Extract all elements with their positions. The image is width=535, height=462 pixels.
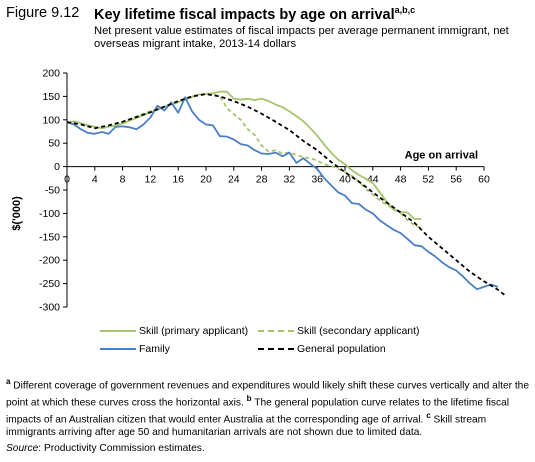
- y-tick-label: -200: [39, 255, 60, 267]
- x-tick-label: 12: [145, 174, 157, 186]
- x-tick-label: 20: [200, 174, 212, 186]
- x-tick-label: 60: [478, 174, 490, 186]
- x-tick-label: 56: [450, 174, 462, 186]
- note-a-marker: a: [6, 377, 11, 386]
- y-axis-title: $('000): [11, 196, 23, 231]
- series-line-skill-secondary-applicant: [66, 92, 422, 230]
- notes-paragraph: a Different coverage of government reven…: [6, 376, 530, 439]
- y-tick-label: -50: [45, 185, 60, 197]
- figure-title-text: Key lifetime fiscal impacts by age on ar…: [94, 6, 395, 23]
- legend-item-skill-primary: Skill (primary applicant): [100, 325, 248, 337]
- x-tick-label: 24: [228, 174, 240, 186]
- figure-notes: a Different coverage of government reven…: [6, 376, 530, 456]
- y-tick-label: -150: [39, 231, 60, 243]
- y-tick-label: 0: [54, 161, 60, 173]
- series-line-skill-primary-applicant: [66, 90, 422, 220]
- legend-swatch-skill-primary: [100, 330, 136, 332]
- figure-title: Key lifetime fiscal impacts by age on ar…: [94, 5, 415, 23]
- series-line-general-population: [66, 93, 506, 297]
- x-tick-label: 0: [64, 174, 70, 186]
- legend-swatch-family: [100, 348, 136, 350]
- y-tick-label: -300: [39, 302, 60, 314]
- y-tick-label: 50: [48, 138, 60, 150]
- x-tick-label: 8: [120, 174, 126, 186]
- source-line: Source: Productivity Commission estimate…: [6, 443, 530, 456]
- x-tick-label: 36: [311, 174, 323, 186]
- x-tick-label: 44: [367, 174, 379, 186]
- x-axis-title: Age on arrival: [405, 150, 478, 162]
- note-a-text: Different coverage of government revenue…: [6, 380, 529, 409]
- figure-title-notes: a,b,c: [394, 5, 416, 15]
- figure-number: Figure 9.12: [6, 5, 80, 21]
- note-c-text: Skill stream immigrants arriving after a…: [6, 414, 487, 438]
- x-tick-label: 28: [256, 174, 268, 186]
- note-b-marker: b: [246, 393, 252, 403]
- x-tick-label: 40: [339, 174, 351, 186]
- y-tick-label: 150: [42, 91, 60, 103]
- figure-subtitle: Net present value estimates of fiscal im…: [94, 25, 509, 50]
- source-text: : Productivity Commission estimates.: [38, 443, 205, 455]
- legend-item-family: Family: [100, 343, 170, 355]
- y-tick-label: 100: [42, 114, 60, 126]
- source-label: Source: [6, 443, 39, 455]
- series-line-family: [66, 96, 499, 291]
- legend-swatch-general-population: [258, 348, 294, 350]
- legend-swatch-skill-secondary: [258, 330, 294, 332]
- y-tick-label: 200: [42, 68, 60, 80]
- y-tick-label: -250: [39, 278, 60, 290]
- x-tick-label: 32: [284, 174, 296, 186]
- legend-item-skill-secondary: Skill (secondary applicant): [258, 325, 420, 337]
- legend-label-family: Family: [139, 343, 170, 355]
- x-tick-label: 16: [172, 174, 184, 186]
- legend-label-skill-primary: Skill (primary applicant): [139, 325, 249, 337]
- x-tick-label: 48: [395, 174, 407, 186]
- legend-label-general-population: General population: [297, 343, 386, 355]
- x-tick-label: 52: [423, 174, 435, 186]
- y-tick-label: -100: [39, 208, 60, 220]
- note-b-text: The general population curve relates to …: [6, 397, 510, 426]
- note-c-marker: c: [426, 410, 431, 420]
- legend-item-general-population: General population: [258, 343, 386, 355]
- x-tick-label: 4: [92, 174, 98, 186]
- chart-legend: Skill (primary applicant) Skill (seconda…: [100, 322, 460, 362]
- legend-label-skill-secondary: Skill (secondary applicant): [297, 325, 420, 337]
